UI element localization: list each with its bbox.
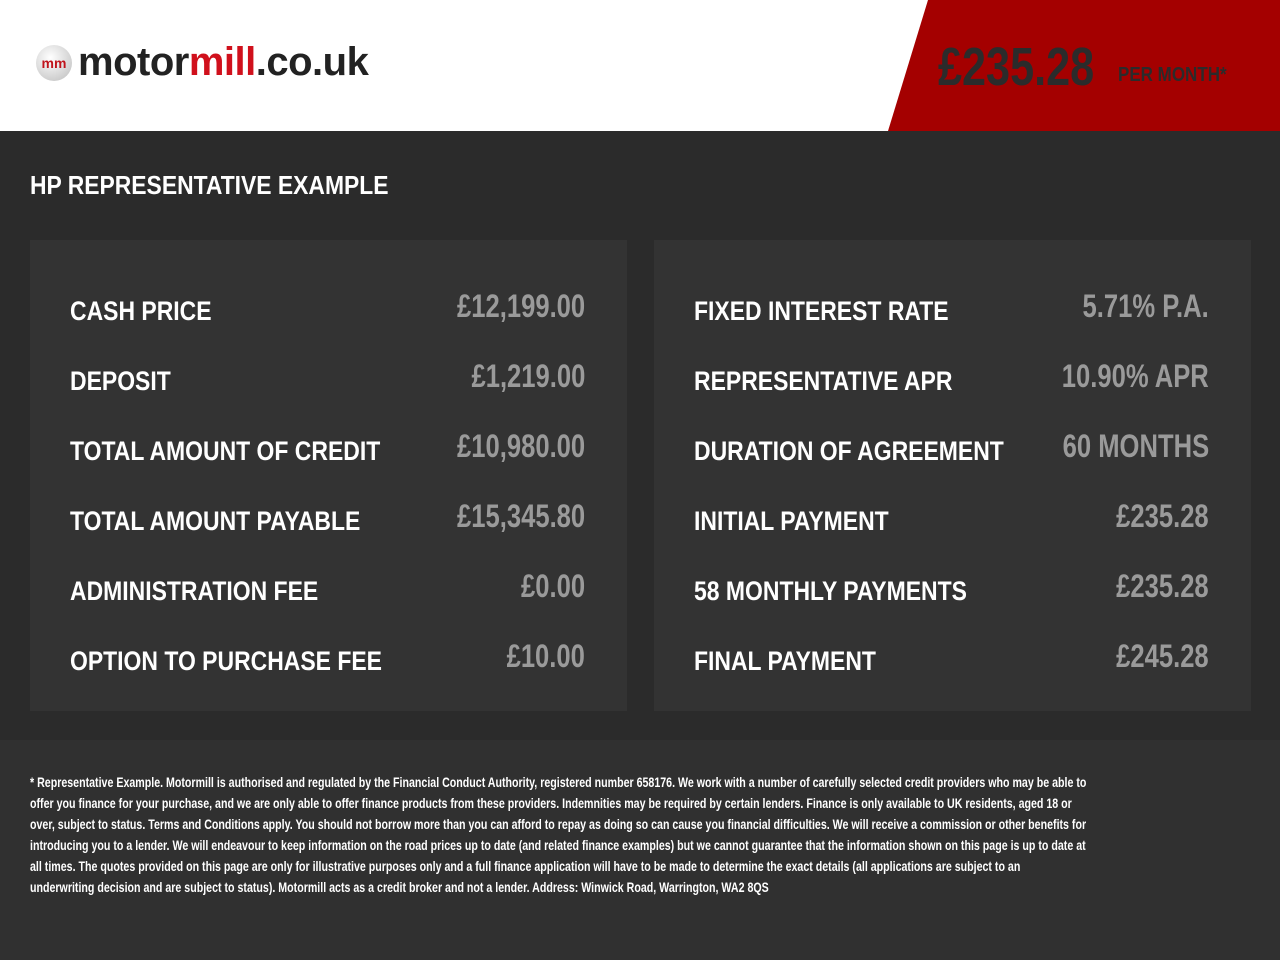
row-label: ADMINISTRATION FEE: [70, 576, 319, 606]
finance-panel-right: FIXED INTEREST RATE 5.71% P.A. REPRESENTAT…: [654, 240, 1251, 711]
row-value: £10.00: [506, 638, 585, 674]
row-value: £15,345.80: [456, 498, 585, 534]
per-month-label: PER MONTH*: [1118, 64, 1227, 86]
disclaimer-line: over, subject to status. Terms and Condi…: [30, 816, 1087, 832]
disclaimer-line: all times. The quotes provided on this p…: [30, 858, 1021, 874]
row-value: 60 MONTHS: [1062, 428, 1209, 464]
row-label: CASH PRICE: [70, 296, 212, 326]
row-value: £235.28: [1116, 568, 1209, 604]
row-label: INITIAL PAYMENT: [694, 506, 889, 536]
row-label: 58 MONTHLY PAYMENTS: [694, 576, 967, 606]
row-value: £0.00: [520, 568, 585, 604]
disclaimer-line: introducing you to a lender. We will end…: [30, 837, 1086, 853]
finance-row: DEPOSIT £1,219.00: [70, 358, 585, 398]
row-label: DURATION OF AGREEMENT: [694, 436, 1004, 466]
row-value: £245.28: [1116, 638, 1209, 674]
finance-row: ADMINISTRATION FEE £0.00: [70, 568, 585, 608]
row-value: 5.71% P.A.: [1082, 288, 1209, 324]
row-label: TOTAL AMOUNT PAYABLE: [70, 506, 361, 536]
finance-row: INITIAL PAYMENT £235.28: [694, 498, 1209, 538]
finance-row: FIXED INTEREST RATE 5.71% P.A.: [694, 288, 1209, 328]
row-label: REPRESENTATIVE APR: [694, 366, 953, 396]
disclaimer-text: * Representative Example. Motormill is a…: [30, 772, 1280, 898]
finance-row: TOTAL AMOUNT OF CREDIT £10,980.00: [70, 428, 585, 468]
disclaimer-line: offer you finance for your purchase, and…: [30, 795, 1072, 811]
row-label: FINAL PAYMENT: [694, 646, 876, 676]
monthly-price-banner: £235.28 PER MONTH*: [888, 0, 1280, 131]
logo-text: motormill.co.uk: [78, 40, 369, 84]
monthly-price: £235.28: [938, 37, 1095, 97]
finance-row: CASH PRICE £12,199.00: [70, 288, 585, 328]
finance-row: DURATION OF AGREEMENT 60 MONTHS: [694, 428, 1209, 468]
finance-row: FINAL PAYMENT £245.28: [694, 638, 1209, 678]
finance-row: OPTION TO PURCHASE FEE £10.00: [70, 638, 585, 678]
row-label: TOTAL AMOUNT OF CREDIT: [70, 436, 381, 466]
row-label: FIXED INTEREST RATE: [694, 296, 949, 326]
disclaimer-line: underwriting decision and are subject to…: [30, 879, 769, 895]
row-value: £12,199.00: [456, 288, 585, 324]
header: mm motormill.co.uk £235.28 PER MONTH*: [0, 0, 1280, 131]
row-value: £1,219.00: [471, 358, 585, 394]
row-label: DEPOSIT: [70, 366, 171, 396]
finance-row: TOTAL AMOUNT PAYABLE £15,345.80: [70, 498, 585, 538]
disclaimer-line: * Representative Example. Motormill is a…: [30, 774, 1087, 790]
motormill-logo[interactable]: mm motormill.co.uk: [36, 40, 369, 85]
finance-row: REPRESENTATIVE APR 10.90% APR: [694, 358, 1209, 398]
logo-badge-icon: mm: [36, 44, 72, 81]
row-value: 10.90% APR: [1061, 358, 1209, 394]
finance-panel-left: CASH PRICE £12,199.00 DEPOSIT £1,219.00 TOTA…: [30, 240, 627, 711]
row-label: OPTION TO PURCHASE FEE: [70, 646, 382, 676]
finance-row: 58 MONTHLY PAYMENTS £235.28: [694, 568, 1209, 608]
row-value: £10,980.00: [456, 428, 585, 464]
disclaimer-section: * Representative Example. Motormill is a…: [0, 740, 1280, 960]
section-title: HP REPRESENTATIVE EXAMPLE: [30, 170, 389, 200]
row-value: £235.28: [1116, 498, 1209, 534]
